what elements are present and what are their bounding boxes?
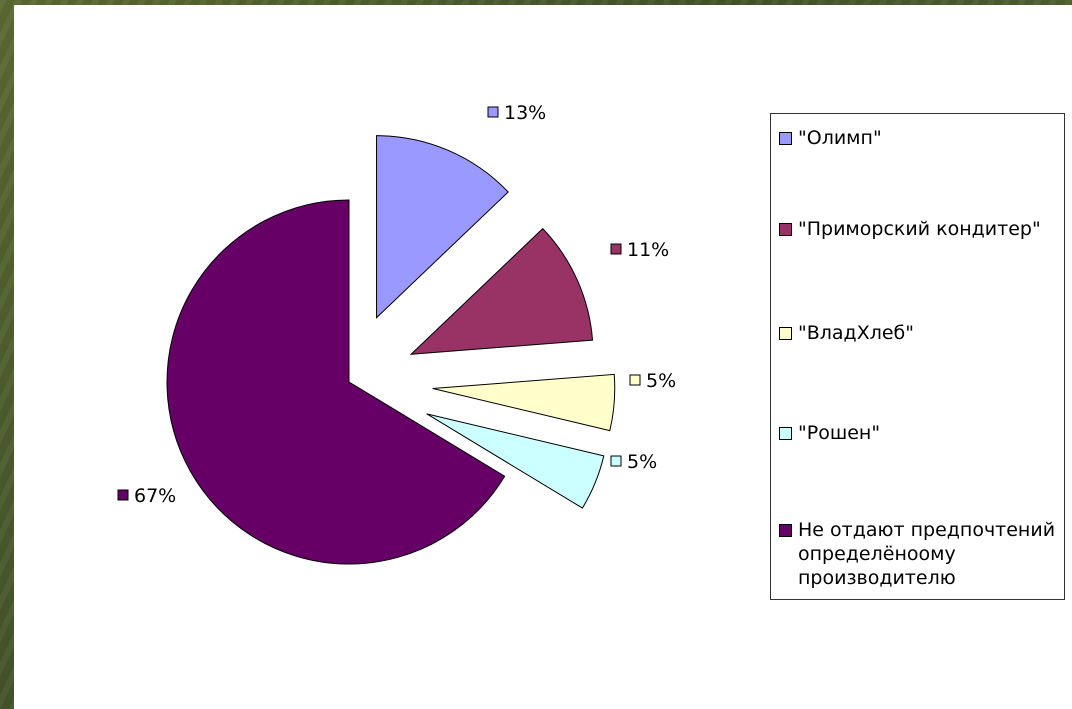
data-label-swatch (610, 243, 622, 255)
data-label-swatch (629, 374, 641, 386)
data-labels: 13% 11% 5% 5% 67% (117, 102, 676, 507)
data-label-olimp: 13% (487, 102, 546, 124)
pie-slice-olimp (376, 135, 509, 319)
pie-chart: 13% 11% 5% 5% 67% (117, 102, 676, 565)
chart-panel: 13% 11% 5% 5% 67% "Олимп" "Приморский кондит… (14, 5, 1072, 709)
legend-label: "Олимп" (798, 127, 882, 149)
data-label-vladkhleb: 5% (629, 370, 676, 392)
data-label-no-preference: 67% (117, 485, 176, 507)
pie-slice-no-preference (166, 199, 506, 565)
legend-item-roshen: "Рошен" (779, 421, 1063, 445)
data-label-roshen: 5% (610, 451, 657, 473)
chart-legend: "Олимп" "Приморский кондитер" "ВладХлеб"… (770, 113, 1065, 600)
data-label-text: 67% (134, 485, 176, 507)
pie-slices (166, 135, 616, 565)
legend-item-no-preference: Не отдают предпочтений определёноому про… (779, 518, 1063, 590)
legend-label: Не отдают предпочтений определёноому про… (798, 519, 1056, 589)
data-label-swatch (487, 106, 499, 118)
data-label-text: 5% (627, 451, 657, 473)
data-label-text: 5% (646, 370, 676, 392)
legend-swatch (779, 427, 792, 440)
data-label-text: 11% (627, 239, 669, 261)
pie-slice-primorsky (409, 227, 594, 355)
legend-item-primorsky: "Приморский кондитер" (779, 217, 1063, 241)
legend-swatch (779, 524, 792, 537)
legend-swatch (779, 132, 792, 145)
legend-swatch (779, 327, 792, 340)
pie-slice-vladkhleb (432, 373, 616, 432)
data-label-text: 13% (504, 102, 546, 124)
legend-label: "Рошен" (798, 422, 881, 444)
legend-item-vladkhleb: "ВладХлеб" (779, 321, 1063, 345)
legend-swatch (779, 223, 792, 236)
legend-label: "ВладХлеб" (798, 322, 915, 344)
data-label-swatch (610, 455, 622, 467)
legend-item-olimp: "Олимп" (779, 126, 1063, 150)
data-label-primorsky: 11% (610, 239, 669, 261)
data-label-swatch (117, 489, 129, 501)
pie-slice-roshen (426, 413, 605, 509)
legend-label: "Приморский кондитер" (798, 218, 1041, 240)
